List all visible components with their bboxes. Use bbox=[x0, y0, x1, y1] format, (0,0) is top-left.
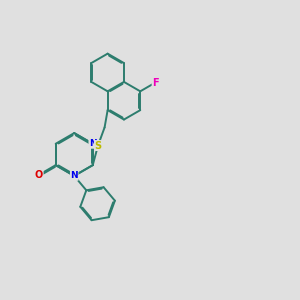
Text: S: S bbox=[94, 140, 102, 151]
Text: N: N bbox=[70, 171, 78, 180]
Text: O: O bbox=[35, 170, 43, 180]
Text: F: F bbox=[152, 77, 159, 88]
Text: N: N bbox=[89, 139, 97, 148]
